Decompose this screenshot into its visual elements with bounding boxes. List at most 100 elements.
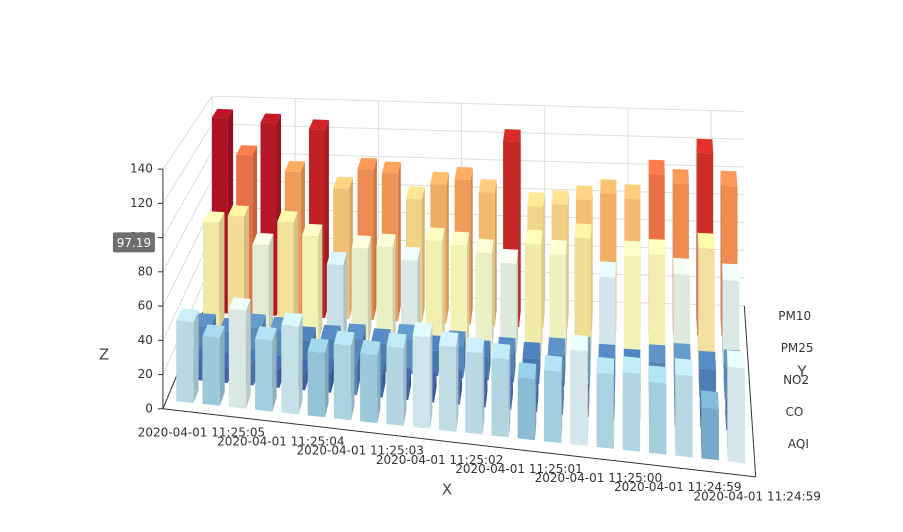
bar (333, 330, 355, 421)
bar-top (503, 129, 521, 142)
bar-side (562, 378, 564, 415)
bar-side (722, 263, 723, 368)
grid-line (162, 123, 213, 204)
bar-top (648, 159, 665, 175)
grid-line (162, 95, 213, 170)
y-tick-label: AQI (788, 437, 809, 451)
bar-front (255, 338, 273, 412)
bar (649, 365, 667, 455)
bar-side (467, 232, 470, 352)
bar-side (408, 368, 411, 401)
bar (722, 263, 740, 369)
bar-side (508, 344, 511, 438)
bar-front (281, 324, 299, 415)
bar-top (500, 248, 519, 265)
bar-top (722, 263, 740, 282)
bar-top (673, 257, 690, 275)
bar-front (649, 381, 667, 455)
bar-top (478, 179, 497, 193)
bar-top (720, 170, 738, 187)
bar (570, 334, 589, 446)
bar (500, 248, 519, 355)
bar-top (302, 223, 323, 237)
bar-side (697, 232, 699, 366)
bar-top (475, 238, 494, 254)
bar-side (535, 364, 537, 441)
bar-side (463, 331, 466, 379)
bar-top (351, 235, 372, 249)
bar-side (491, 239, 494, 353)
bar-front (176, 320, 194, 403)
bar (277, 210, 298, 341)
bar-top (517, 362, 537, 380)
bar (255, 326, 277, 412)
bar-top (598, 343, 616, 362)
bar-top (600, 179, 617, 194)
bar (697, 232, 715, 368)
bar-top (544, 354, 563, 373)
bar-front (491, 357, 509, 438)
bar-side (298, 314, 303, 415)
bar-top (430, 171, 449, 185)
bar-top (401, 246, 421, 261)
bar-side (456, 333, 459, 432)
bar-top (284, 160, 305, 173)
bar-side (537, 381, 539, 413)
bar-top (648, 239, 666, 256)
bar-side (293, 211, 298, 341)
bar-front (524, 243, 542, 357)
bar (228, 297, 251, 409)
bar-front (517, 377, 535, 441)
bar (674, 358, 693, 458)
bar-side (587, 336, 589, 446)
bar (596, 356, 615, 449)
bar-top (574, 223, 592, 239)
bar-side (726, 350, 728, 462)
bar-top (599, 261, 616, 278)
bar-top (696, 138, 714, 154)
y-axis-line (743, 305, 757, 477)
bar (302, 223, 323, 343)
y-tick-label: CO (785, 405, 803, 419)
bar-front (302, 235, 319, 343)
x-axis-line (162, 408, 756, 478)
bar-top (381, 161, 401, 174)
bar-side (331, 358, 335, 393)
z-tick-label: 60 (138, 299, 153, 313)
bar (386, 332, 407, 426)
bar-side (351, 332, 355, 421)
x-axis-name: X (442, 481, 452, 499)
bar-side (567, 190, 569, 330)
bar-side (422, 187, 425, 323)
bar-top (333, 330, 355, 346)
bar-front (228, 308, 247, 409)
x-tick-label: 2020-04-01 11:25:00 (535, 471, 662, 485)
bar (376, 233, 396, 347)
bar-front (624, 255, 641, 363)
bar-side (193, 310, 199, 403)
bar-top (307, 338, 329, 354)
bar-front (386, 346, 404, 426)
bar (360, 340, 381, 424)
bar-front (412, 335, 430, 429)
bar-side (272, 328, 277, 412)
z-tick-label: 40 (138, 333, 153, 347)
bar-top (575, 185, 593, 200)
bar (412, 322, 433, 429)
bar-top (465, 337, 485, 354)
bar-top (211, 108, 234, 119)
bar-front (500, 263, 517, 355)
x-tick-label: 2020-04-01 11:24:59 (693, 489, 820, 503)
bar-top (406, 186, 425, 200)
bar-top (252, 232, 274, 246)
bar-front (622, 372, 641, 452)
bar-top (549, 239, 567, 256)
bar-front (475, 252, 492, 353)
bar-side (588, 383, 590, 418)
bar-side (698, 350, 700, 397)
bar (574, 223, 592, 360)
bar-top (357, 157, 377, 170)
bar (673, 257, 690, 366)
bar (202, 324, 225, 406)
bar-top (376, 233, 396, 248)
